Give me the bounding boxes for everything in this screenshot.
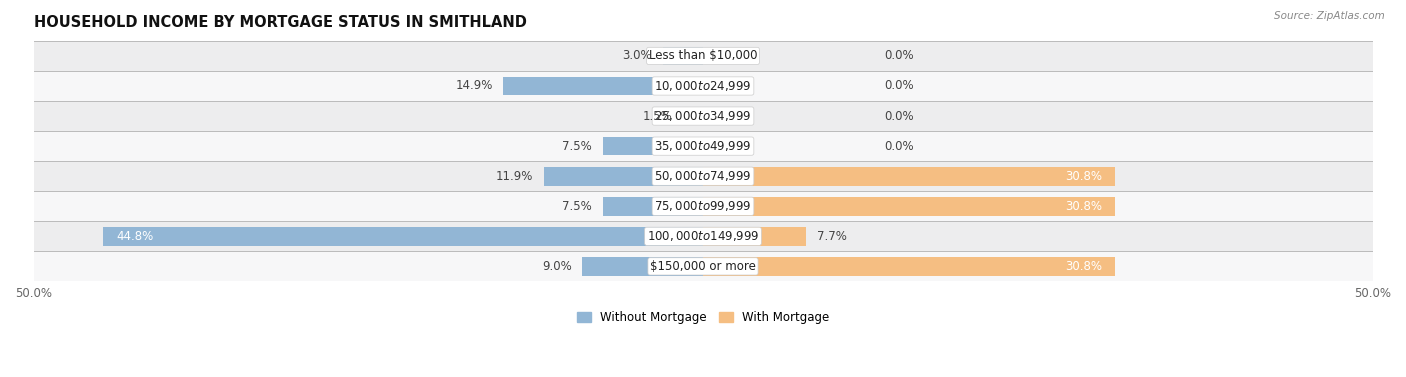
Bar	[703, 197, 1115, 216]
Text: $25,000 to $34,999: $25,000 to $34,999	[654, 109, 752, 123]
Text: 0.0%: 0.0%	[884, 80, 914, 92]
Text: 7.5%: 7.5%	[562, 200, 592, 213]
Bar	[34, 41, 1372, 71]
Bar	[103, 227, 703, 246]
Text: 30.8%: 30.8%	[1064, 260, 1102, 273]
Text: Source: ZipAtlas.com: Source: ZipAtlas.com	[1274, 11, 1385, 21]
Legend: Without Mortgage, With Mortgage: Without Mortgage, With Mortgage	[572, 306, 834, 328]
Bar	[703, 227, 806, 246]
Text: 14.9%: 14.9%	[456, 80, 492, 92]
Bar	[603, 137, 703, 155]
Text: HOUSEHOLD INCOME BY MORTGAGE STATUS IN SMITHLAND: HOUSEHOLD INCOME BY MORTGAGE STATUS IN S…	[34, 15, 526, 30]
Text: 9.0%: 9.0%	[543, 260, 572, 273]
Bar	[662, 47, 703, 65]
Bar	[544, 167, 703, 185]
Text: 7.7%: 7.7%	[817, 230, 846, 243]
Text: 0.0%: 0.0%	[884, 49, 914, 63]
Text: $150,000 or more: $150,000 or more	[650, 260, 756, 273]
Text: 0.0%: 0.0%	[884, 139, 914, 153]
Text: 3.0%: 3.0%	[623, 49, 652, 63]
Bar	[34, 71, 1372, 101]
Text: $100,000 to $149,999: $100,000 to $149,999	[647, 229, 759, 243]
Text: 30.8%: 30.8%	[1064, 170, 1102, 183]
Text: 30.8%: 30.8%	[1064, 200, 1102, 213]
Bar	[503, 77, 703, 95]
Text: 0.0%: 0.0%	[884, 110, 914, 123]
Bar	[34, 101, 1372, 131]
Text: $35,000 to $49,999: $35,000 to $49,999	[654, 139, 752, 153]
Bar	[34, 221, 1372, 251]
Text: 11.9%: 11.9%	[495, 170, 533, 183]
Bar	[34, 251, 1372, 281]
Text: $50,000 to $74,999: $50,000 to $74,999	[654, 169, 752, 183]
Bar	[603, 197, 703, 216]
Bar	[34, 131, 1372, 161]
Text: $75,000 to $99,999: $75,000 to $99,999	[654, 199, 752, 213]
Text: 7.5%: 7.5%	[562, 139, 592, 153]
Bar	[683, 107, 703, 126]
Bar	[34, 161, 1372, 191]
Bar	[34, 191, 1372, 221]
Text: 1.5%: 1.5%	[643, 110, 672, 123]
Text: 44.8%: 44.8%	[117, 230, 153, 243]
Bar	[582, 257, 703, 276]
Text: Less than $10,000: Less than $10,000	[648, 49, 758, 63]
Bar	[703, 167, 1115, 185]
Bar	[703, 257, 1115, 276]
Text: $10,000 to $24,999: $10,000 to $24,999	[654, 79, 752, 93]
